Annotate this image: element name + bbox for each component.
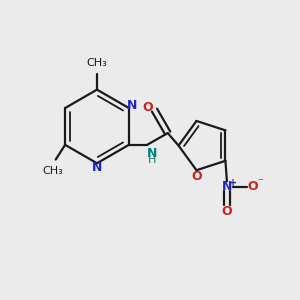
Text: N: N [222,180,232,193]
Text: CH₃: CH₃ [42,166,63,176]
Text: O: O [191,169,202,183]
Text: O: O [222,205,232,218]
Text: CH₃: CH₃ [87,58,107,68]
Text: N: N [92,160,102,174]
Text: ⁻: ⁻ [257,178,263,188]
Text: +: + [229,178,237,188]
Text: N: N [147,147,158,160]
Text: O: O [247,180,257,193]
Text: N: N [127,99,138,112]
Text: H: H [148,155,157,165]
Text: O: O [143,101,153,114]
